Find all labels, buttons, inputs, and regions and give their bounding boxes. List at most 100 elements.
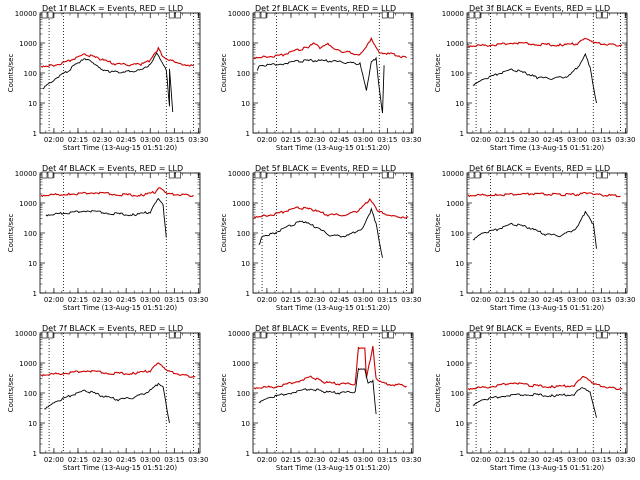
panel-det-7: Det 7f BLACK = Events, RED = LLD 1 10 100 10… xyxy=(7,324,208,472)
panel-title: Det 8f BLACK = Events, RED = LLD xyxy=(255,324,396,333)
x-tick-label: 03:00 xyxy=(567,296,587,304)
attenuator-B-mark xyxy=(468,171,475,179)
y-axis-title: Counts/sec xyxy=(220,54,228,93)
y-tick-label: 10 xyxy=(455,100,464,108)
panel-det-6: Det 6f BLACK = Events, RED = LLD 1 10 100 10… xyxy=(434,164,635,312)
x-tick-label: 02:00 xyxy=(257,456,277,464)
x-axis-title: Start Time (13-Aug-15 01:51:20) xyxy=(490,304,604,312)
y-tick-label: 10 xyxy=(28,420,37,428)
y-tick-label: 1000 xyxy=(446,40,464,48)
y-tick-label: 10 xyxy=(241,420,250,428)
x-axis-title: Start Time (13-Aug-15 01:51:20) xyxy=(63,304,177,312)
x-tick-label: 03:00 xyxy=(567,456,587,464)
attenuator-B-mark xyxy=(468,331,475,339)
attenuator-E-mark xyxy=(474,171,481,179)
x-axis-title: Start Time (13-Aug-15 01:51:20) xyxy=(490,464,604,472)
attenuator-E-mark xyxy=(47,171,54,179)
x-tick-label: 03:30 xyxy=(615,296,635,304)
attenuator-B-mark xyxy=(168,171,175,179)
y-tick-label: 100 xyxy=(451,390,464,398)
x-tick-label: 02:15 xyxy=(495,456,515,464)
attenuator-B-mark xyxy=(381,11,388,19)
panel-title: Det 3f BLACK = Events, RED = LLD xyxy=(469,4,610,13)
x-tick-label: 03:30 xyxy=(615,136,635,144)
y-tick-label: 1 xyxy=(460,290,464,298)
x-tick-label: 02:30 xyxy=(305,456,325,464)
y-tick-label: 10 xyxy=(28,260,37,268)
y-tick-label: 1 xyxy=(246,450,250,458)
attenuator-E-mark xyxy=(602,331,608,339)
x-tick-label: 02:30 xyxy=(92,296,112,304)
x-tick-label: 03:15 xyxy=(164,136,184,144)
series-events-line xyxy=(45,197,167,238)
plot-frame xyxy=(466,332,628,454)
x-tick-label: 02:45 xyxy=(116,296,136,304)
y-axis-title: Counts/sec xyxy=(434,374,442,413)
y-axis-title: Counts/sec xyxy=(434,54,442,93)
y-tick-label: 1000 xyxy=(19,200,37,208)
series-lld-line xyxy=(467,37,623,48)
x-tick-label: 03:00 xyxy=(567,136,587,144)
x-tick-label: 02:30 xyxy=(305,136,325,144)
y-tick-label: 100 xyxy=(24,390,37,398)
y-tick-label: 1 xyxy=(33,450,37,458)
attenuator-B-mark xyxy=(468,11,475,19)
y-tick-label: 10000 xyxy=(15,330,37,338)
panel-title: Det 1f BLACK = Events, RED = LLD xyxy=(42,4,183,13)
panel-det-5: Det 5f BLACK = Events, RED = LLD 1 10 100 10… xyxy=(220,164,421,312)
attenuator-B-mark xyxy=(381,171,388,179)
x-tick-label: 03:15 xyxy=(591,456,611,464)
series-lld-line xyxy=(253,197,409,219)
x-tick-label: 02:00 xyxy=(44,296,64,304)
x-axis-title: Start Time (13-Aug-15 01:51:20) xyxy=(490,144,604,152)
y-tick-label: 100 xyxy=(451,70,464,78)
plot-frame xyxy=(252,332,414,454)
series-events-line xyxy=(258,367,377,415)
x-tick-label: 02:00 xyxy=(257,296,277,304)
series-lld-line xyxy=(253,36,407,60)
x-tick-label: 02:45 xyxy=(543,456,563,464)
attenuator-E-mark xyxy=(474,11,481,19)
y-tick-label: 1 xyxy=(246,290,250,298)
x-tick-label: 02:15 xyxy=(495,296,515,304)
attenuator-E-mark xyxy=(602,171,608,179)
y-tick-label: 10 xyxy=(455,420,464,428)
x-tick-label: 02:15 xyxy=(495,136,515,144)
x-tick-label: 02:00 xyxy=(257,136,277,144)
x-tick-label: 03:15 xyxy=(591,296,611,304)
y-tick-label: 1000 xyxy=(446,360,464,368)
x-tick-label: 03:15 xyxy=(164,296,184,304)
x-tick-label: 02:00 xyxy=(44,456,64,464)
x-tick-label: 02:15 xyxy=(68,296,88,304)
y-tick-label: 10 xyxy=(455,260,464,268)
x-tick-label: 03:15 xyxy=(377,136,397,144)
y-tick-label: 10 xyxy=(241,260,250,268)
x-tick-label: 02:15 xyxy=(281,136,301,144)
x-tick-label: 02:15 xyxy=(281,456,301,464)
series-events-line xyxy=(472,52,597,104)
x-tick-label: 02:00 xyxy=(44,136,64,144)
series-events-line xyxy=(44,382,170,424)
x-tick-label: 02:45 xyxy=(329,296,349,304)
panel-title: Det 7f BLACK = Events, RED = LLD xyxy=(42,324,183,333)
x-tick-label: 03:30 xyxy=(188,456,208,464)
x-axis-title: Start Time (13-Aug-15 01:51:20) xyxy=(276,464,390,472)
plot-frame xyxy=(252,172,414,294)
x-tick-label: 03:30 xyxy=(188,136,208,144)
series-events-line xyxy=(472,387,597,418)
x-tick-label: 03:15 xyxy=(591,136,611,144)
x-axis-title: Start Time (13-Aug-15 01:51:20) xyxy=(276,304,390,312)
series-lld-line xyxy=(253,345,407,390)
attenuator-E-mark xyxy=(175,171,181,179)
y-tick-label: 100 xyxy=(237,70,250,78)
plot-frame xyxy=(466,12,628,134)
x-axis-title: Start Time (13-Aug-15 01:51:20) xyxy=(63,144,177,152)
x-tick-label: 02:00 xyxy=(471,136,491,144)
attenuator-B-mark xyxy=(595,171,602,179)
series-lld-line xyxy=(467,191,621,198)
x-axis-title: Start Time (13-Aug-15 01:51:20) xyxy=(276,144,390,152)
attenuator-E-mark xyxy=(175,331,181,339)
attenuator-B-mark xyxy=(168,331,175,339)
panel-det-2: Det 2f BLACK = Events, RED = LLD 1 10 100 10… xyxy=(220,4,421,152)
attenuator-E-mark xyxy=(260,331,267,339)
